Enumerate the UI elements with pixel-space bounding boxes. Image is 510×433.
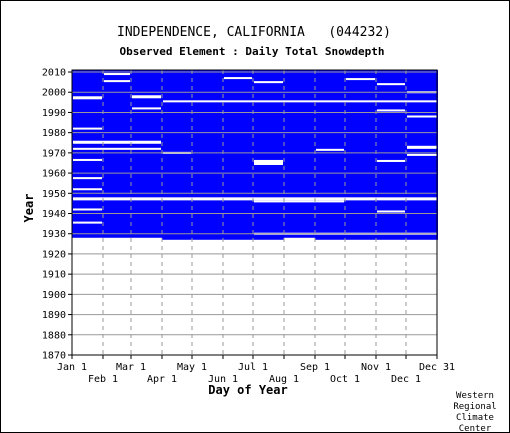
y-tick-label: 1990 (42, 108, 66, 119)
missing-gap (73, 96, 102, 100)
credit-line: Center (459, 424, 492, 433)
chart-title: INDEPENDENCE, CALIFORNIA (044232) (117, 25, 391, 40)
missing-gap (407, 153, 437, 156)
observed-block (103, 70, 131, 238)
x-tick-label: May 1 (177, 362, 207, 373)
missing-gap (73, 197, 437, 201)
observed-block (345, 70, 376, 240)
y-tick-label: 2000 (42, 88, 66, 99)
missing-gap (73, 188, 102, 191)
x-axis-ticks: Jan 1 Mar 1 May 1 Jul 1 Sep 1 Nov 1 Dec 31 Feb … (57, 355, 455, 385)
missing-gap (73, 127, 102, 130)
missing-gap (407, 115, 437, 118)
missing-gap (132, 107, 161, 110)
missing-gap (224, 77, 252, 80)
y-tick-label: 1920 (42, 249, 66, 260)
x-tick-label: Dec 1 (391, 374, 421, 385)
plot-area (71, 69, 438, 356)
missing-gap (132, 95, 161, 99)
missing-gap (377, 109, 405, 112)
observed-block (376, 70, 406, 240)
x-tick-label: Oct 1 (330, 374, 360, 385)
x-tick-label: Jan 1 (57, 362, 87, 373)
observed-block (72, 70, 103, 238)
x-tick-label: Aug 1 (269, 374, 299, 385)
credit-line: Climate (456, 413, 494, 423)
missing-gap (407, 145, 437, 149)
observed-block (284, 70, 315, 238)
x-tick-label: Jul 1 (238, 362, 268, 373)
y-axis-ticks: 2010 2000 1990 1980 1970 1960 1950 1940 1930 1920… (42, 68, 72, 362)
credit-block: Western Regional Climate Center (453, 391, 496, 433)
y-tick-label: 1900 (42, 290, 66, 301)
y-tick-label: 1910 (42, 270, 66, 281)
observed-block (131, 70, 162, 238)
x-tick-label: Sep 1 (300, 362, 330, 373)
observed-block (162, 70, 192, 240)
y-tick-label: 1970 (42, 148, 66, 159)
x-axis-label: Day of Year (208, 383, 287, 397)
missing-gap (73, 221, 102, 224)
x-tick-label: Apr 1 (147, 374, 177, 385)
x-tick-label: Nov 1 (361, 362, 391, 373)
missing-gap (73, 140, 161, 144)
observed-block (315, 70, 345, 240)
y-axis-label: Year (22, 194, 36, 223)
missing-gap (73, 208, 102, 211)
missing-gap (377, 83, 405, 86)
x-tick-label: Jun 1 (208, 374, 238, 385)
credit-line: Western (456, 391, 494, 401)
x-tick-label: Feb 1 (88, 374, 118, 385)
missing-gap (254, 159, 283, 165)
missing-gap (104, 73, 130, 76)
observed-block (253, 70, 284, 240)
missing-gap (73, 158, 102, 161)
x-tick-label: Dec 31 (419, 362, 455, 373)
missing-gap (377, 210, 405, 213)
missing-gap (316, 148, 344, 151)
y-tick-label: 1930 (42, 229, 66, 240)
y-tick-label: 1950 (42, 189, 66, 200)
y-tick-label: 1960 (42, 169, 66, 180)
missing-gap (254, 200, 344, 203)
y-tick-label: 1880 (42, 330, 66, 341)
missing-gap (254, 81, 283, 84)
observed-block (223, 70, 253, 240)
plot-border (71, 69, 438, 356)
chart-subtitle: Observed Element : Daily Total Snowdepth (120, 45, 385, 58)
missing-gap (73, 147, 161, 150)
missing-gap (104, 80, 130, 83)
missing-gap (377, 159, 405, 162)
y-tick-label: 1870 (42, 351, 66, 362)
y-tick-label: 2010 (42, 68, 66, 79)
x-tick-label: Mar 1 (116, 362, 146, 373)
y-tick-label: 1940 (42, 209, 66, 220)
missing-gap (346, 78, 375, 81)
missing-gap (163, 100, 437, 103)
credit-line: Regional (453, 402, 496, 412)
missing-gap (73, 177, 102, 180)
y-tick-label: 1890 (42, 310, 66, 321)
observed-block (192, 70, 223, 240)
y-tick-label: 1980 (42, 128, 66, 139)
